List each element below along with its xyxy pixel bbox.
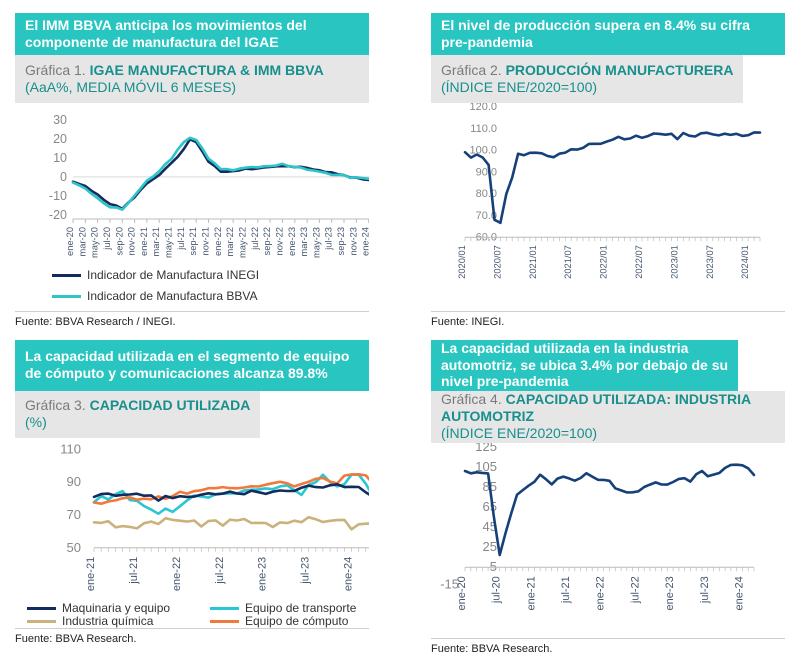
svg-text:90: 90 [67,474,81,489]
svg-text:jul-21: jul-21 [176,227,186,251]
svg-text:2022/07: 2022/07 [634,245,644,279]
svg-text:2021/07: 2021/07 [563,245,573,279]
svg-text:-20: -20 [49,208,67,222]
svg-text:mar-21: mar-21 [151,227,161,256]
svg-text:110.0: 110.0 [470,122,497,134]
svg-text:-10: -10 [49,189,67,203]
svg-text:110: 110 [60,441,81,456]
svg-text:ene-24: ene-24 [733,576,745,610]
svg-text:20: 20 [53,131,67,145]
svg-text:0: 0 [60,169,67,183]
svg-text:ene-21: ene-21 [85,557,97,591]
svg-text:jul-23: jul-23 [324,227,334,251]
svg-text:30: 30 [53,112,67,126]
svg-text:mar-22: mar-22 [225,227,235,256]
svg-text:may-20: may-20 [90,227,100,258]
svg-text:70: 70 [67,507,81,522]
svg-text:ene-20: ene-20 [65,227,75,256]
svg-text:ene-21: ene-21 [139,227,149,256]
svg-text:sep-21: sep-21 [188,227,198,255]
svg-text:ene-22: ene-22 [171,557,183,591]
svg-text:ene-22: ene-22 [213,227,223,256]
svg-text:nov-23: nov-23 [348,227,358,255]
svg-text:may-21: may-21 [164,227,174,258]
svg-text:10: 10 [53,150,67,164]
svg-text:2022/01: 2022/01 [599,245,609,279]
svg-text:jul-22: jul-22 [214,557,226,585]
svg-text:jul-22: jul-22 [629,576,641,604]
svg-text:50: 50 [67,540,81,555]
svg-text:125: 125 [475,443,497,454]
svg-text:nov-21: nov-21 [201,227,211,255]
svg-text:2023/07: 2023/07 [705,245,715,279]
svg-text:ene-23: ene-23 [257,557,269,591]
svg-text:65: 65 [483,499,497,514]
svg-text:ene-24: ene-24 [343,557,355,591]
svg-text:90.0: 90.0 [476,166,497,178]
svg-text:2024/01: 2024/01 [740,245,750,279]
svg-text:ene-23: ene-23 [664,576,676,610]
svg-text:jul-21: jul-21 [560,576,572,604]
svg-text:ene-23: ene-23 [287,227,297,256]
svg-text:jul-21: jul-21 [128,557,140,585]
svg-text:ene-21: ene-21 [525,576,537,610]
svg-text:may-22: may-22 [238,227,248,258]
svg-text:sep-22: sep-22 [262,227,272,255]
svg-text:mar-23: mar-23 [299,227,309,256]
svg-text:nov-20: nov-20 [127,227,137,255]
svg-text:120.0: 120.0 [469,103,497,113]
svg-text:2021/01: 2021/01 [528,245,538,279]
svg-text:ene-24: ene-24 [361,227,369,256]
svg-text:sep-23: sep-23 [336,227,346,255]
svg-text:2020/07: 2020/07 [492,245,502,279]
svg-text:may-23: may-23 [311,227,321,258]
svg-text:jul-20: jul-20 [491,576,503,604]
svg-text:ene-20: ene-20 [456,576,468,610]
svg-text:mar-20: mar-20 [77,227,87,256]
svg-text:5: 5 [490,559,497,574]
svg-text:ene-22: ene-22 [595,576,607,610]
svg-text:jul-22: jul-22 [250,226,260,250]
svg-text:jul-20: jul-20 [102,227,112,251]
svg-text:2020/01: 2020/01 [457,245,467,279]
svg-text:sep-20: sep-20 [114,227,124,255]
svg-text:jul-23: jul-23 [300,557,312,585]
svg-text:jul-23: jul-23 [699,576,711,604]
svg-text:2023/01: 2023/01 [669,245,679,279]
svg-text:25: 25 [483,539,497,554]
svg-text:80.0: 80.0 [476,188,497,200]
svg-text:nov-22: nov-22 [274,227,284,255]
